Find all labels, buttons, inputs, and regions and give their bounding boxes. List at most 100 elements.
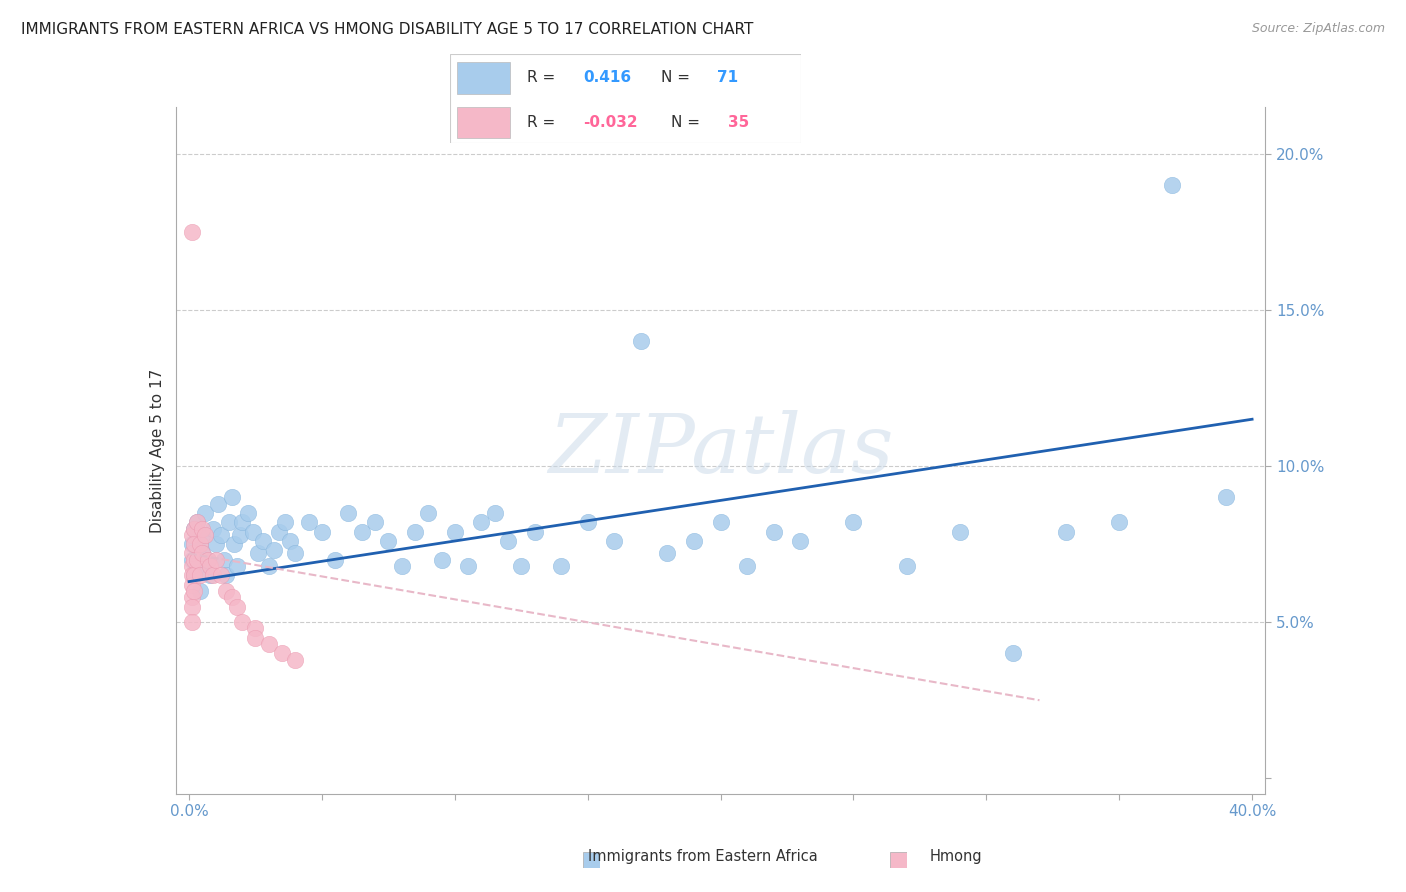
Point [523, 524, 546, 539]
Text: N =: N = [661, 70, 695, 85]
Point [484, 506, 506, 520]
Point [183, 521, 205, 535]
Point [225, 599, 247, 614]
Point [418, 506, 440, 520]
Point [1054, 524, 1077, 539]
Point [242, 524, 264, 539]
Point [221, 490, 243, 504]
Point [212, 552, 235, 567]
Text: 71: 71 [717, 70, 738, 85]
Point [215, 568, 238, 582]
Point [337, 506, 360, 520]
FancyBboxPatch shape [457, 107, 510, 138]
Point [247, 546, 270, 561]
Point [550, 558, 572, 573]
Point [603, 533, 626, 548]
Point [186, 558, 208, 573]
Point [194, 527, 217, 541]
Point [191, 546, 214, 561]
Point [183, 568, 205, 582]
Point [311, 524, 333, 539]
Point [204, 537, 226, 551]
Point [576, 515, 599, 529]
Point [231, 515, 253, 529]
Text: Hmong: Hmong [929, 849, 983, 863]
Point [183, 521, 205, 535]
Point [657, 546, 679, 561]
Point [180, 527, 202, 541]
Point [204, 552, 226, 567]
Point [194, 506, 217, 520]
Text: 35: 35 [728, 115, 749, 129]
Text: R =: R = [527, 70, 561, 85]
Point [1001, 646, 1024, 660]
Point [191, 527, 214, 541]
Point [191, 521, 214, 535]
Point [231, 615, 253, 630]
Point [221, 591, 243, 605]
Point [180, 537, 202, 551]
Point [789, 533, 811, 548]
Point [257, 637, 280, 651]
Point [186, 515, 208, 529]
Point [245, 621, 267, 635]
Text: -0.032: -0.032 [583, 115, 638, 129]
Point [200, 568, 222, 582]
Point [496, 533, 519, 548]
Point [183, 583, 205, 598]
Text: Immigrants from Eastern Africa: Immigrants from Eastern Africa [588, 849, 818, 863]
Point [209, 568, 232, 582]
Point [188, 537, 211, 551]
Point [180, 591, 202, 605]
Point [228, 527, 250, 541]
Point [180, 568, 202, 582]
Point [284, 546, 307, 561]
Point [188, 583, 211, 598]
Point [683, 533, 706, 548]
Point [224, 537, 246, 551]
Point [207, 496, 229, 510]
Point [298, 515, 321, 529]
Point [180, 578, 202, 592]
Point [350, 524, 373, 539]
Point [710, 515, 733, 529]
FancyBboxPatch shape [457, 62, 510, 94]
Point [225, 558, 247, 573]
Point [1161, 178, 1184, 192]
Point [510, 558, 533, 573]
Point [186, 515, 208, 529]
Point [236, 506, 259, 520]
Point [183, 568, 205, 582]
Point [180, 599, 202, 614]
Text: IMMIGRANTS FROM EASTERN AFRICA VS HMONG DISABILITY AGE 5 TO 17 CORRELATION CHART: IMMIGRANTS FROM EASTERN AFRICA VS HMONG … [21, 22, 754, 37]
Point [218, 515, 240, 529]
Point [271, 646, 294, 660]
Point [180, 546, 202, 561]
Point [183, 537, 205, 551]
Point [188, 568, 211, 582]
Point [1108, 515, 1130, 529]
Point [443, 524, 465, 539]
Point [201, 568, 224, 582]
Point [183, 552, 205, 567]
Point [404, 524, 426, 539]
Point [391, 558, 413, 573]
Point [269, 524, 291, 539]
Point [180, 225, 202, 239]
Point [630, 334, 652, 348]
Point [284, 653, 307, 667]
Point [1215, 490, 1237, 504]
Y-axis label: Disability Age 5 to 17: Disability Age 5 to 17 [149, 368, 165, 533]
Point [188, 537, 211, 551]
Point [200, 558, 222, 573]
Point [252, 533, 274, 548]
Point [842, 515, 865, 529]
Point [377, 533, 399, 548]
Point [257, 558, 280, 573]
Point [245, 631, 267, 645]
Point [949, 524, 972, 539]
Text: 0.416: 0.416 [583, 70, 631, 85]
Point [180, 552, 202, 567]
Point [735, 558, 758, 573]
Point [457, 558, 479, 573]
